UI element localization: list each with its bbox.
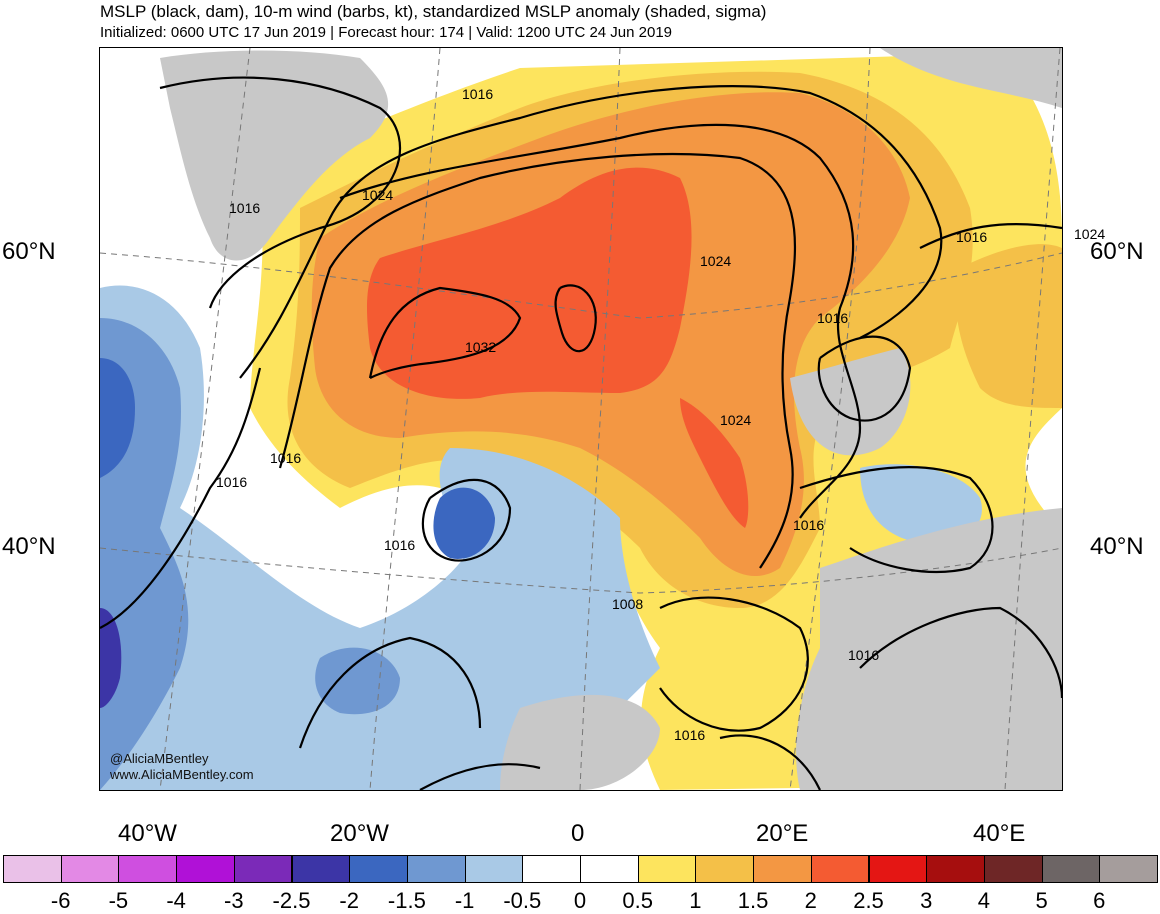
credit-handle: @AliciaMBentley [110,751,209,766]
map-subtitle: Initialized: 0600 UTC 17 Jun 2019 | Fore… [100,24,673,41]
colorbar-tick-label: -1 [454,888,475,913]
map-canvas [100,48,1062,790]
colorbar-swatch [637,855,697,883]
grey-anomaly-greenland [160,50,389,261]
negative-anomaly-15c [315,647,400,715]
lat-label-60-left: 60°N [2,238,56,265]
positive-anomaly-20 [367,167,692,399]
colorbar-swatch [522,855,581,883]
negative-anomaly-15b [433,487,495,559]
colorbar-tick-label: 2 [804,888,817,913]
colorbar-swatch [3,855,62,883]
isobar-label: 1024 [720,412,752,428]
negative-anomaly-05 [100,285,660,790]
isobar-label: 1016 [793,517,825,533]
negative-anomaly-15 [100,358,135,478]
lon-label-20w: 20°W [330,820,389,847]
isobar-label: 1016 [674,727,706,743]
colorbar-swatch [868,855,928,883]
colorbar-swatch [291,855,351,883]
map-title: MSLP (black, dam), 10-m wind (barbs, kt)… [100,2,767,21]
colorbar-swatch [753,855,812,883]
isobar-label: 1016 [229,200,261,216]
colorbar-swatch [60,855,120,883]
lon-label-40w: 40°W [118,820,177,847]
isobar-label: 1024 [1074,226,1106,242]
negative-anomaly-east [860,464,982,544]
colorbar-swatch [1099,855,1158,883]
colorbar-tick-label: -2.5 [272,888,311,913]
colorbar-swatch [464,855,524,883]
isobars [100,76,1062,790]
isobar-label: 1016 [216,474,248,490]
colorbar-tick-label: 0.5 [622,888,653,913]
grey-anomaly-se [796,508,1062,790]
colorbar-tick-label: 1 [689,888,702,913]
isobar-label: 1016 [462,86,494,102]
colorbar-tick-label: -1.5 [387,888,426,913]
isobar-label: 1016 [817,310,849,326]
colorbar-swatch [349,855,408,883]
colorbar-tick-label: -4 [166,888,186,913]
colorbar-tick-label: -5 [108,888,129,913]
lat-label-40-left: 40°N [2,533,56,560]
lon-label-0: 0 [571,820,585,847]
colorbar-swatch [983,855,1043,883]
colorbar-swatch [580,855,639,883]
colorbar-tick-label: -6 [50,888,71,913]
isobar-label: 1016 [956,229,988,245]
grey-anomaly-ne [880,48,1062,108]
colorbar-swatch [1041,855,1101,883]
colorbar-tick-label: 2.5 [853,888,884,913]
isobar-label: 1008 [612,596,644,612]
lon-label-20e: 20°E [756,820,809,847]
colorbar-tick-label: -0.5 [503,888,542,913]
colorbar-tick-label: 5 [1035,888,1048,913]
weather-map: @AliciaMBentley www.AliciaMBentley.com [99,47,1063,791]
colorbar-tick-label: 6 [1093,888,1106,913]
colorbar-swatch [233,855,293,883]
isobar-label: 1024 [362,187,394,203]
credit-site: www.AliciaMBentley.com [110,767,254,782]
colorbar-swatch [118,855,178,883]
colorbar-swatch [406,855,466,883]
lon-label-40e: 40°E [973,820,1026,847]
colorbar-tick-label: 0 [573,888,587,913]
isobar-label: 1032 [465,339,497,355]
colorbar-tick-label: 4 [977,888,991,913]
negative-anomaly-20 [100,608,122,708]
colorbar-tick-label: 3 [920,888,933,913]
isobar-label: 1016 [270,450,302,466]
colorbar-swatch [926,855,985,883]
lat-label-40-right: 40°N [1090,533,1144,560]
isobar-label: 1016 [848,647,880,663]
isobar-label: 1024 [700,253,732,269]
lat-label-60-right: 60°N [1090,238,1144,265]
colorbar-tick-label: 1.5 [737,888,769,913]
grey-anomaly-east [790,348,911,456]
colorbar-tick-label: -3 [224,888,244,913]
colorbar-swatch [176,855,235,883]
grey-anomaly-africa [500,694,660,790]
isobar-label: 1016 [384,537,416,553]
colorbar-swatch [695,855,755,883]
colorbar-swatch [810,855,870,883]
colorbar [3,855,1158,885]
positive-anomaly-10b [956,244,1062,408]
colorbar-tick-label: -2 [339,888,359,913]
positive-anomaly-20b [680,398,749,528]
